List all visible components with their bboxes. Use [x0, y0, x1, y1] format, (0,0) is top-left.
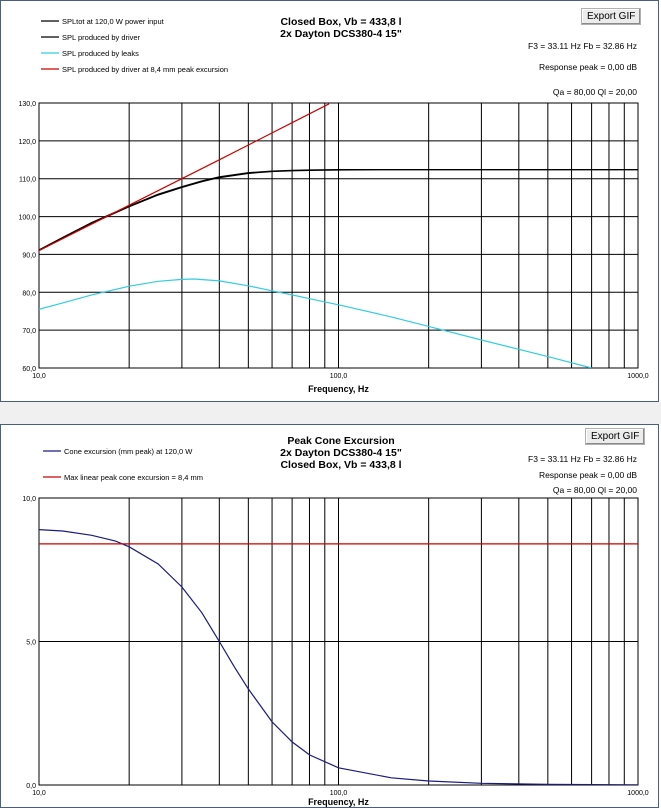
legend-label: SPL produced by driver at 8,4 mm peak ex…: [62, 65, 228, 74]
plot-frame: [38, 497, 639, 786]
legend-label: Cone excursion (mm peak) at 120,0 W: [64, 447, 193, 456]
legend-label: Max linear peak cone excursion = 8,4 mm: [64, 473, 203, 482]
y-tick-label: 60,0: [22, 366, 36, 373]
spl-chart-panel: 60,0 70,0 80,0 90,0 100,0 110,0 120,0 130,0 10,0…: [0, 0, 659, 402]
chart-info-text: Response peak = 0,00 dB: [539, 470, 637, 480]
chart-info-text: Response peak = 0,00 dB: [539, 62, 637, 72]
y-tick-label: 80,0: [22, 290, 36, 297]
chart-info-text: Qa = 80,00 Ql = 20,00: [553, 485, 637, 495]
series-line-1: [39, 529, 638, 785]
y-tick-label: 110,0: [19, 177, 36, 184]
y-tick-label: 70,0: [22, 328, 36, 335]
x-axis-label: Frequency, Hz: [308, 797, 369, 807]
excursion-chart-panel: 0,0 5,0 10,0 10,0 100,0 1000,0 Frequency, Hz Co…: [0, 424, 659, 808]
panel-separator: [0, 402, 661, 424]
x-tick-label: 1000,0: [627, 373, 649, 380]
spl-chart: 60,0 70,0 80,0 90,0 100,0 110,0 120,0 130,0 10,0…: [18, 16, 649, 394]
excursion-chart: 0,0 5,0 10,0 10,0 100,0 1000,0 Frequency, Hz Co…: [22, 435, 649, 807]
chart-title: Closed Box, Vb = 433,8 l: [280, 16, 401, 28]
x-tick-label: 100,0: [330, 373, 348, 380]
chart-info-text: F3 = 33.11 Hz Fb = 32.86 Hz: [528, 454, 637, 464]
series-line-4: [39, 103, 330, 252]
x-tick-label: 10,0: [32, 373, 46, 380]
y-tick-label: 120,0: [18, 139, 36, 146]
chart-title: Peak Cone Excursion: [287, 435, 394, 447]
export-gif-button[interactable]: Export GIF: [581, 8, 642, 25]
chart-title: Closed Box, Vb = 433,8 l: [280, 459, 401, 471]
chart-info-text: Qa = 80,00 Ql = 20,00: [553, 87, 637, 97]
series-line-2: [39, 169, 638, 252]
plot-frame: [38, 102, 639, 369]
y-tick-label: 10,0: [22, 496, 36, 503]
y-tick-label: 130,0: [18, 101, 36, 108]
y-tick-label: 0,0: [26, 783, 36, 790]
x-tick-label: 100,0: [330, 790, 348, 797]
y-tick-label: 100,0: [18, 215, 36, 222]
y-tick-label: 5,0: [26, 640, 36, 647]
legend-label: SPL produced by driver: [62, 33, 141, 42]
legend-label: SPLtot at 120,0 W power input: [62, 17, 165, 26]
chart-title: 2x Dayton DCS380-4 15": [280, 28, 402, 40]
series-line-3: [39, 278, 592, 368]
chart-info-text: F3 = 33.11 Hz Fb = 32.86 Hz: [528, 41, 637, 51]
legend-label: SPL produced by leaks: [62, 49, 139, 58]
x-tick-label: 10,0: [32, 790, 46, 797]
x-tick-label: 1000,0: [627, 790, 649, 797]
export-gif-button[interactable]: Export GIF: [585, 428, 646, 445]
chart-title: 2x Dayton DCS380-4 15": [280, 447, 402, 459]
y-tick-label: 90,0: [22, 252, 36, 259]
x-axis-label: Frequency, Hz: [308, 384, 369, 394]
